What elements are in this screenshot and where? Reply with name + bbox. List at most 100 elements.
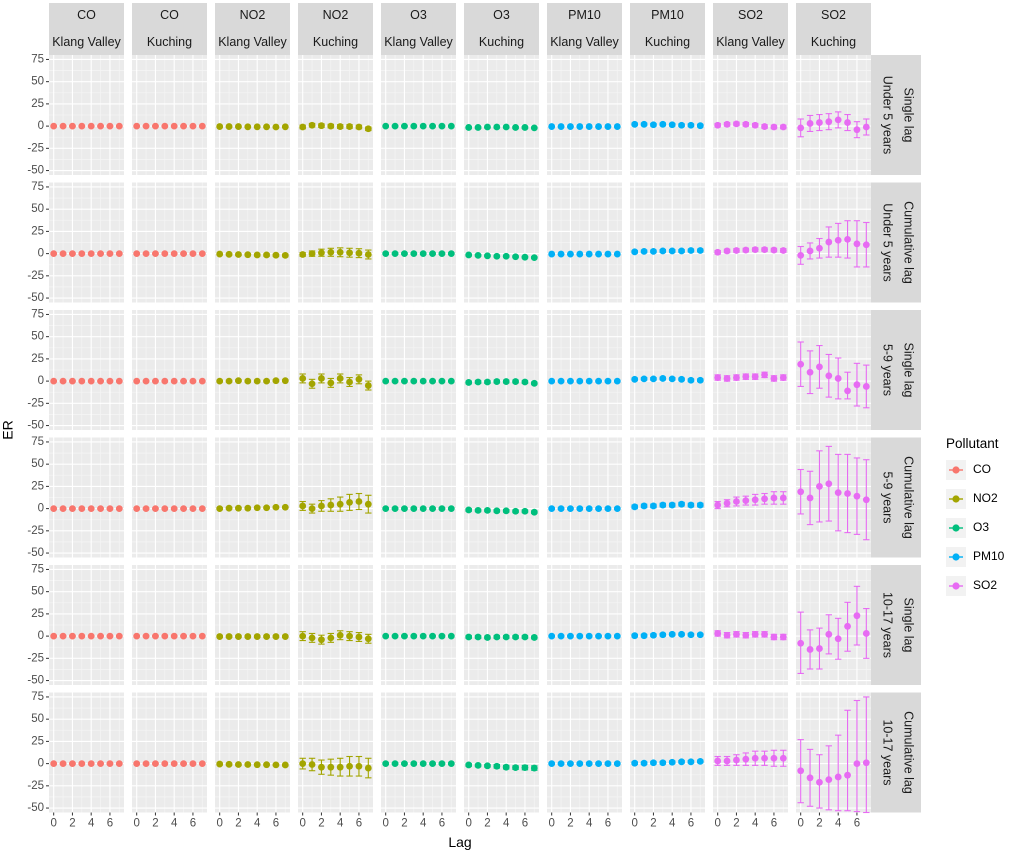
column-strip-region: Kuching: [479, 35, 524, 49]
facet-panel: [215, 692, 290, 813]
legend-entry: NO2: [946, 489, 998, 509]
data-point: [770, 375, 778, 382]
data-point: [512, 378, 519, 385]
data-point: [263, 504, 270, 512]
data-point: [862, 496, 870, 504]
data-point: [272, 123, 280, 131]
data-point: [779, 754, 787, 762]
row-strip: 10-17 years Single lag: [871, 565, 921, 685]
data-point: [567, 377, 574, 385]
data-point: [419, 377, 427, 385]
data-point: [97, 250, 104, 258]
data-point: [650, 375, 657, 383]
data-point: [512, 633, 519, 641]
data-point: [761, 630, 768, 638]
data-point: [391, 250, 399, 258]
data-point: [678, 247, 685, 255]
column-strip-pollutant: O3: [493, 8, 510, 22]
data-point: [115, 760, 123, 768]
data-point: [50, 377, 58, 385]
data-point: [106, 632, 114, 640]
column-strip: CO Kuching: [132, 3, 207, 55]
legend-key-point: [952, 553, 960, 561]
column-strip-region: Kuching: [645, 35, 690, 49]
row-strip-background: [871, 437, 921, 558]
data-point: [862, 383, 870, 390]
data-point: [253, 123, 261, 131]
y-tick-label: 0: [38, 375, 44, 387]
data-point: [382, 377, 390, 385]
data-point: [512, 764, 519, 772]
data-point: [465, 251, 473, 259]
facet-panel: [630, 692, 705, 813]
x-tick-label: 0: [797, 818, 803, 830]
data-point: [604, 505, 612, 513]
data-point: [272, 503, 280, 511]
data-point: [678, 500, 685, 508]
y-tick-label: 50: [31, 458, 44, 470]
facet-panel: [796, 565, 871, 685]
data-point: [696, 122, 704, 130]
data-point: [447, 760, 455, 768]
data-point: [844, 235, 851, 243]
data-point: [429, 760, 436, 768]
data-point: [844, 119, 851, 126]
y-tick-label: -25: [27, 397, 44, 409]
facet-panel: [132, 55, 207, 175]
data-point: [530, 634, 538, 641]
column-strip-region: Kuching: [313, 35, 358, 49]
data-point: [346, 762, 353, 770]
column-strip: O3 Kuching: [464, 3, 539, 55]
data-point: [299, 502, 307, 510]
data-point: [465, 761, 473, 769]
data-point: [530, 124, 538, 132]
data-point: [844, 771, 851, 779]
data-point: [336, 631, 344, 639]
data-point: [825, 238, 833, 246]
y-tick-label: 75: [31, 53, 44, 65]
data-point: [355, 375, 363, 383]
data-point: [438, 377, 446, 385]
data-point: [391, 122, 399, 130]
data-point: [668, 375, 676, 383]
data-point: [299, 375, 307, 382]
data-point: [438, 505, 446, 513]
facet-panel: [132, 565, 207, 685]
row-strip: 10-17 years Cumulative lag: [871, 692, 921, 813]
y-tick-label: -25: [27, 525, 44, 537]
data-point: [170, 632, 178, 640]
data-point: [668, 501, 676, 509]
data-point: [493, 123, 501, 131]
facet-panel: [547, 437, 622, 558]
column-strip-background: [132, 3, 207, 55]
data-point: [142, 505, 150, 513]
data-point: [429, 250, 436, 258]
data-point: [613, 377, 621, 385]
data-point: [595, 250, 602, 258]
data-point: [106, 505, 114, 513]
data-point: [723, 120, 731, 128]
data-point: [235, 761, 242, 768]
facet-panel: [713, 437, 788, 558]
data-point: [189, 505, 197, 513]
facet-panel: [796, 182, 871, 303]
data-point: [152, 122, 159, 130]
data-point: [687, 121, 695, 129]
data-point: [447, 122, 455, 130]
x-tick-label: 4: [586, 818, 593, 830]
data-point: [382, 760, 390, 768]
data-point: [87, 377, 95, 385]
data-point: [106, 760, 114, 768]
data-point: [761, 246, 768, 254]
facet-panel: [49, 182, 124, 303]
data-point: [825, 372, 833, 380]
data-point: [391, 632, 399, 640]
facet-panel: [49, 437, 124, 558]
x-tick-label: 6: [688, 818, 694, 830]
data-point: [557, 760, 565, 768]
data-point: [806, 774, 814, 782]
data-point: [97, 760, 104, 768]
data-point: [567, 123, 574, 130]
data-point: [391, 505, 399, 513]
data-point: [806, 646, 814, 653]
